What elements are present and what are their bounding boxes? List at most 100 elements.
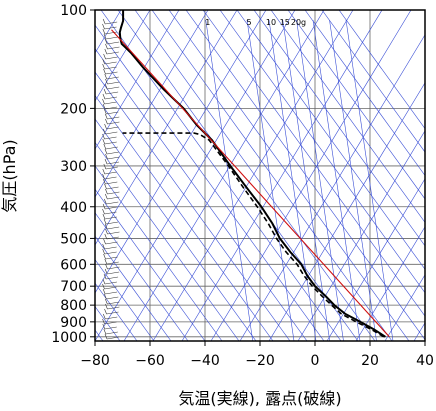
wind-barb: [104, 251, 117, 255]
wind-barb: [105, 106, 118, 110]
dewpoint-line: [122, 132, 385, 338]
wind-barb-flag: [102, 18, 106, 25]
pressure-grid: [94, 9, 426, 341]
dry-adiabat: [95, 165, 223, 341]
wind-barb-flag: [105, 228, 108, 235]
mixing-ratio-line: [312, 19, 361, 341]
wind-barb-flag: [102, 243, 105, 250]
wind-barb: [107, 271, 120, 275]
mixing-ratio-label: 5: [246, 18, 251, 27]
wind-barb: [104, 136, 117, 140]
dry-adiabat: [95, 71, 291, 341]
wind-barb-flag: [105, 153, 108, 160]
wind-barb: [106, 151, 120, 155]
dry-adiabat: [270, 10, 425, 223]
wind-barb: [104, 31, 117, 35]
skewed-isotherm: [181, 10, 383, 341]
y-tick-label: 800: [60, 298, 87, 314]
wind-barb-flag: [102, 318, 105, 325]
mixing-ratio-label: 15: [280, 18, 290, 27]
dry-adiabat: [95, 94, 274, 341]
dry-adiabat: [95, 141, 240, 341]
mixing-ratio-line: [345, 19, 394, 341]
wind-barb-flag: [103, 273, 107, 280]
wind-barb: [105, 291, 118, 295]
x-axis-label: 気温(実線), 露点(破線): [178, 389, 341, 408]
dry-adiabat: [95, 24, 325, 341]
dry-adiabat: [95, 118, 257, 341]
wind-barb: [106, 221, 119, 225]
wind-barb-flag: [102, 98, 105, 105]
wind-barb: [106, 126, 119, 130]
wind-barb-flag: [104, 268, 108, 275]
wind-barb: [104, 101, 117, 105]
mixing-ratio-line: [329, 19, 377, 341]
x-tick-label: −60: [135, 353, 165, 369]
skewed-isotherm: [326, 178, 425, 341]
wind-barb-flag: [105, 113, 108, 120]
dry-adiabat: [95, 235, 172, 341]
wind-barb: [106, 186, 119, 190]
wind-barb-flag: [103, 128, 106, 135]
dry-adiabat: [95, 259, 155, 341]
wind-barb: [107, 46, 120, 50]
wind-barb-flag: [103, 53, 106, 60]
wind-barb-flag: [102, 28, 106, 35]
wind-barb-flag: [104, 233, 108, 240]
skewed-isotherm: [95, 10, 238, 246]
wind-barb: [105, 56, 118, 60]
wind-barb: [104, 141, 117, 145]
wind-barb: [105, 241, 118, 245]
mixing-ratio-line: [246, 19, 295, 341]
wind-barb: [107, 41, 120, 45]
wind-barb-flag: [102, 138, 106, 145]
wind-barb: [104, 321, 117, 325]
wind-barb-flag: [104, 293, 107, 300]
y-axis-label: 気圧(hPa): [0, 139, 19, 212]
wind-barb-flag: [103, 218, 107, 225]
wind-barb: [107, 231, 120, 235]
wind-barb-flag: [102, 133, 105, 140]
wind-barb-flag: [105, 193, 108, 200]
wind-barb-flag: [102, 283, 105, 290]
y-tick-label: 900: [60, 315, 87, 331]
wind-barb: [106, 111, 119, 115]
wind-barb-flag: [105, 298, 108, 305]
dry-adiabat: [253, 10, 425, 247]
wind-barb-flag: [105, 118, 108, 125]
wind-barb-flag: [104, 148, 108, 155]
skewed-isotherm: [95, 10, 296, 341]
dry-adiabat: [202, 10, 425, 317]
wind-barb-flag: [104, 308, 107, 315]
wind-barb: [107, 86, 120, 90]
wind-barb: [105, 166, 118, 170]
wind-barb: [105, 181, 118, 185]
dry-adiabat: [185, 10, 425, 341]
wind-barb: [106, 91, 119, 95]
wind-barb: [104, 246, 117, 250]
wind-barb-flag: [105, 43, 108, 50]
wind-barb: [105, 131, 118, 135]
wind-barb-flag: [102, 278, 106, 285]
wind-barb-flag: [102, 208, 105, 215]
skewed-isotherm: [210, 10, 412, 341]
y-tick-label: 100: [60, 3, 87, 19]
wind-barb: [104, 281, 117, 285]
wind-barb: [107, 81, 120, 85]
skewed-isotherm: [95, 10, 209, 198]
wind-barb-flag: [104, 158, 108, 165]
wind-barb: [104, 26, 117, 30]
y-tick-label: 300: [60, 159, 87, 175]
wind-barbs: [102, 18, 120, 340]
wind-barb: [104, 326, 117, 330]
y-tick-label: 700: [60, 279, 87, 295]
thermo-guide-lines: [95, 10, 425, 341]
dry-adiabat: [338, 10, 425, 130]
wind-barb-flag: [103, 253, 106, 260]
wind-barb-flag: [102, 23, 105, 30]
wind-barb-flag: [103, 238, 106, 245]
wind-barb: [107, 226, 120, 230]
x-tick-label: −40: [190, 353, 220, 369]
